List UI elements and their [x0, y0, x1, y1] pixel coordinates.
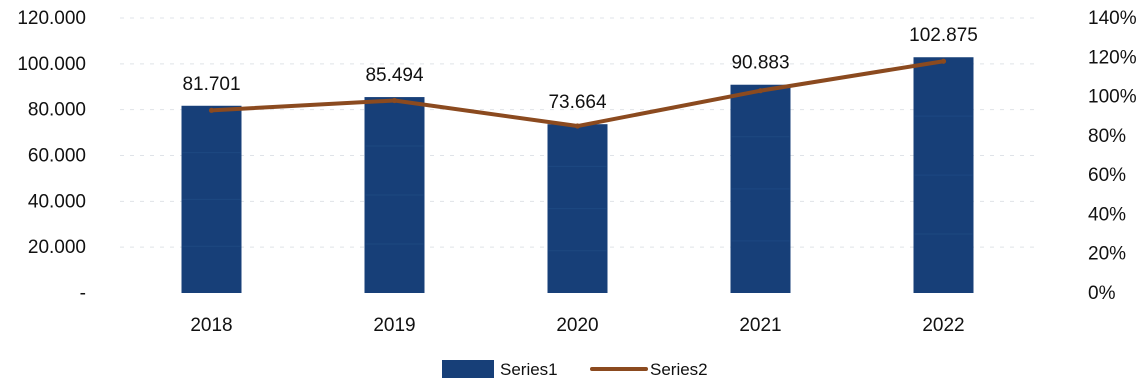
legend-series1-swatch: [442, 360, 494, 378]
bar-series1: [730, 84, 791, 293]
right-y-tick-label: 20%: [1088, 244, 1126, 265]
legend-series2-label: Series2: [650, 360, 708, 379]
x-axis-category-label: 2018: [190, 315, 232, 336]
left-y-tick-label: 80.000: [28, 100, 86, 121]
right-y-tick-label: 100%: [1088, 87, 1137, 108]
line-layer: [208, 58, 947, 129]
right-y-tick-label: 140%: [1088, 8, 1137, 29]
line-series2-point: [757, 88, 764, 94]
line-series2-point: [208, 107, 215, 113]
right-y-tick-label: 60%: [1088, 165, 1126, 186]
x-axis-category-label: 2019: [373, 315, 415, 336]
right-y-tick-label: 80%: [1088, 126, 1126, 147]
bar-data-label: 102.875: [909, 25, 978, 46]
bar-series1: [547, 124, 608, 293]
x-axis-category-label: 2022: [922, 315, 964, 336]
legend-series1-label: Series1: [500, 360, 558, 379]
left-y-tick-label: 40.000: [28, 191, 86, 212]
x-axis-category-label: 2021: [739, 315, 781, 336]
bar-series1: [364, 97, 425, 293]
bar-series1: [913, 57, 974, 293]
data-label-layer: 81.701 85.494 73.664 90.883 102.875: [182, 25, 977, 113]
bar-data-label: 90.883: [731, 53, 789, 74]
right-y-tick-label: 0%: [1088, 283, 1116, 304]
left-y-tick-label: 60.000: [28, 146, 86, 167]
right-y-tick-label: 40%: [1088, 204, 1126, 225]
line-series2-point: [940, 58, 947, 64]
bar-layer: [181, 57, 974, 293]
grid-layer: [120, 17, 1035, 248]
legend: Series1 Series2: [442, 360, 708, 379]
line-series2-point: [391, 97, 398, 104]
line-series2-point: [574, 123, 581, 129]
left-y-tick-label: 100.000: [17, 54, 86, 75]
axis-layer: - 20.000 40.000 60.000 80.000 100.000 120.000 0…: [17, 8, 1136, 336]
left-y-tick-label: 20.000: [28, 237, 86, 258]
left-y-tick-label: -: [80, 283, 86, 304]
left-y-tick-label: 120.000: [17, 8, 86, 29]
bar-data-label: 85.494: [365, 65, 424, 86]
bar-data-label: 73.664: [548, 92, 607, 113]
bar-data-label: 81.701: [182, 74, 240, 95]
bar-series1: [181, 105, 242, 293]
x-axis-category-label: 2020: [556, 315, 598, 336]
right-y-tick-label: 120%: [1088, 47, 1137, 68]
